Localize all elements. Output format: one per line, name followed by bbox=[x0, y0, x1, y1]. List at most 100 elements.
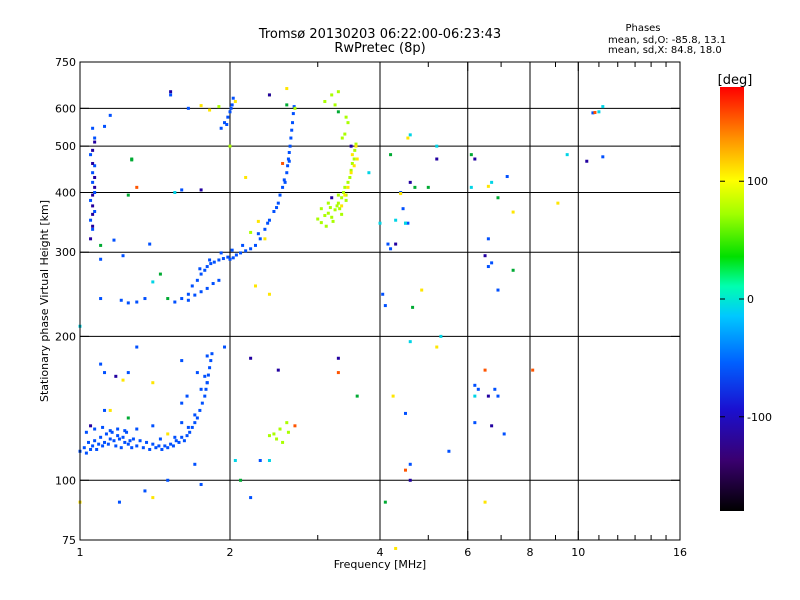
data-point bbox=[473, 383, 477, 387]
data-point bbox=[121, 378, 125, 382]
data-point bbox=[249, 496, 253, 500]
data-point bbox=[131, 437, 135, 441]
data-point bbox=[267, 218, 271, 222]
data-point bbox=[193, 462, 197, 466]
data-point bbox=[403, 411, 407, 415]
data-point bbox=[219, 251, 223, 255]
data-point bbox=[447, 449, 451, 453]
data-point bbox=[344, 115, 348, 119]
data-point bbox=[99, 435, 103, 439]
data-point bbox=[117, 500, 121, 504]
data-point bbox=[206, 373, 210, 377]
data-point bbox=[354, 144, 358, 148]
data-point bbox=[130, 446, 134, 450]
data-point bbox=[340, 212, 344, 216]
data-point bbox=[93, 136, 97, 140]
data-point bbox=[473, 421, 477, 425]
data-point bbox=[195, 278, 199, 282]
data-point bbox=[91, 171, 95, 175]
data-point bbox=[241, 243, 245, 247]
data-point bbox=[267, 458, 271, 462]
data-point bbox=[182, 439, 186, 443]
data-point bbox=[244, 175, 248, 179]
data-point bbox=[112, 439, 116, 443]
x-tick-label: 10 bbox=[571, 546, 585, 559]
grid-lines bbox=[80, 62, 680, 540]
data-point bbox=[93, 140, 97, 144]
data-point bbox=[99, 243, 103, 247]
data-point bbox=[135, 345, 139, 349]
data-point bbox=[293, 106, 297, 110]
data-point bbox=[199, 387, 203, 391]
data-point bbox=[93, 175, 97, 179]
chart-subtitle: RwPretec (8p) bbox=[334, 41, 425, 56]
data-point bbox=[128, 439, 132, 443]
data-point bbox=[435, 345, 439, 349]
data-point bbox=[601, 155, 605, 159]
data-point bbox=[239, 251, 243, 255]
data-point bbox=[286, 157, 290, 161]
data-point bbox=[91, 180, 95, 184]
data-point bbox=[143, 297, 147, 301]
data-point bbox=[336, 90, 340, 94]
data-point bbox=[346, 180, 350, 184]
data-point bbox=[203, 394, 207, 398]
data-point bbox=[275, 206, 279, 210]
data-point bbox=[119, 446, 123, 450]
data-point bbox=[253, 284, 257, 288]
y-tick-label: 600 bbox=[55, 102, 76, 115]
data-point bbox=[349, 171, 353, 175]
data-point bbox=[333, 103, 337, 107]
data-point bbox=[180, 297, 184, 301]
data-point bbox=[244, 249, 248, 253]
data-point bbox=[490, 261, 494, 265]
data-point bbox=[205, 286, 209, 290]
data-point bbox=[228, 110, 232, 114]
data-point bbox=[158, 272, 162, 276]
data-point bbox=[287, 159, 291, 163]
data-point bbox=[350, 153, 354, 157]
data-point bbox=[116, 427, 120, 431]
data-point bbox=[276, 201, 280, 205]
data-point bbox=[476, 387, 480, 391]
data-point bbox=[114, 374, 118, 378]
data-point bbox=[173, 300, 177, 304]
data-point bbox=[166, 446, 170, 450]
y-tick-label: 200 bbox=[55, 330, 76, 343]
data-point bbox=[352, 157, 356, 161]
y-axis-label: Stationary phase Virtual Height [km] bbox=[38, 200, 51, 402]
data-point bbox=[330, 93, 334, 97]
data-point bbox=[126, 416, 130, 420]
data-point bbox=[180, 188, 184, 192]
data-point bbox=[282, 178, 286, 182]
data-point bbox=[199, 482, 203, 486]
data-point bbox=[212, 260, 216, 264]
data-point bbox=[108, 429, 112, 433]
data-point bbox=[230, 103, 234, 107]
data-point bbox=[336, 193, 340, 197]
data-point bbox=[511, 210, 515, 214]
data-point bbox=[158, 437, 162, 441]
data-point bbox=[413, 185, 417, 189]
data-point bbox=[205, 381, 209, 385]
data-point bbox=[249, 356, 253, 360]
data-point bbox=[289, 136, 293, 140]
data-point bbox=[381, 292, 385, 296]
data-point bbox=[496, 394, 500, 398]
data-point bbox=[486, 184, 490, 188]
y-tick-label: 100 bbox=[55, 474, 76, 487]
scatter-points bbox=[78, 87, 605, 550]
data-point bbox=[180, 359, 184, 363]
data-point bbox=[343, 193, 347, 197]
data-point bbox=[205, 265, 209, 269]
data-point bbox=[223, 345, 227, 349]
data-point bbox=[408, 462, 412, 466]
data-point bbox=[229, 106, 233, 110]
data-point bbox=[89, 198, 93, 202]
data-point bbox=[490, 424, 494, 428]
data-point bbox=[275, 437, 279, 441]
data-point bbox=[106, 442, 110, 446]
data-point bbox=[151, 442, 155, 446]
data-point bbox=[82, 446, 86, 450]
